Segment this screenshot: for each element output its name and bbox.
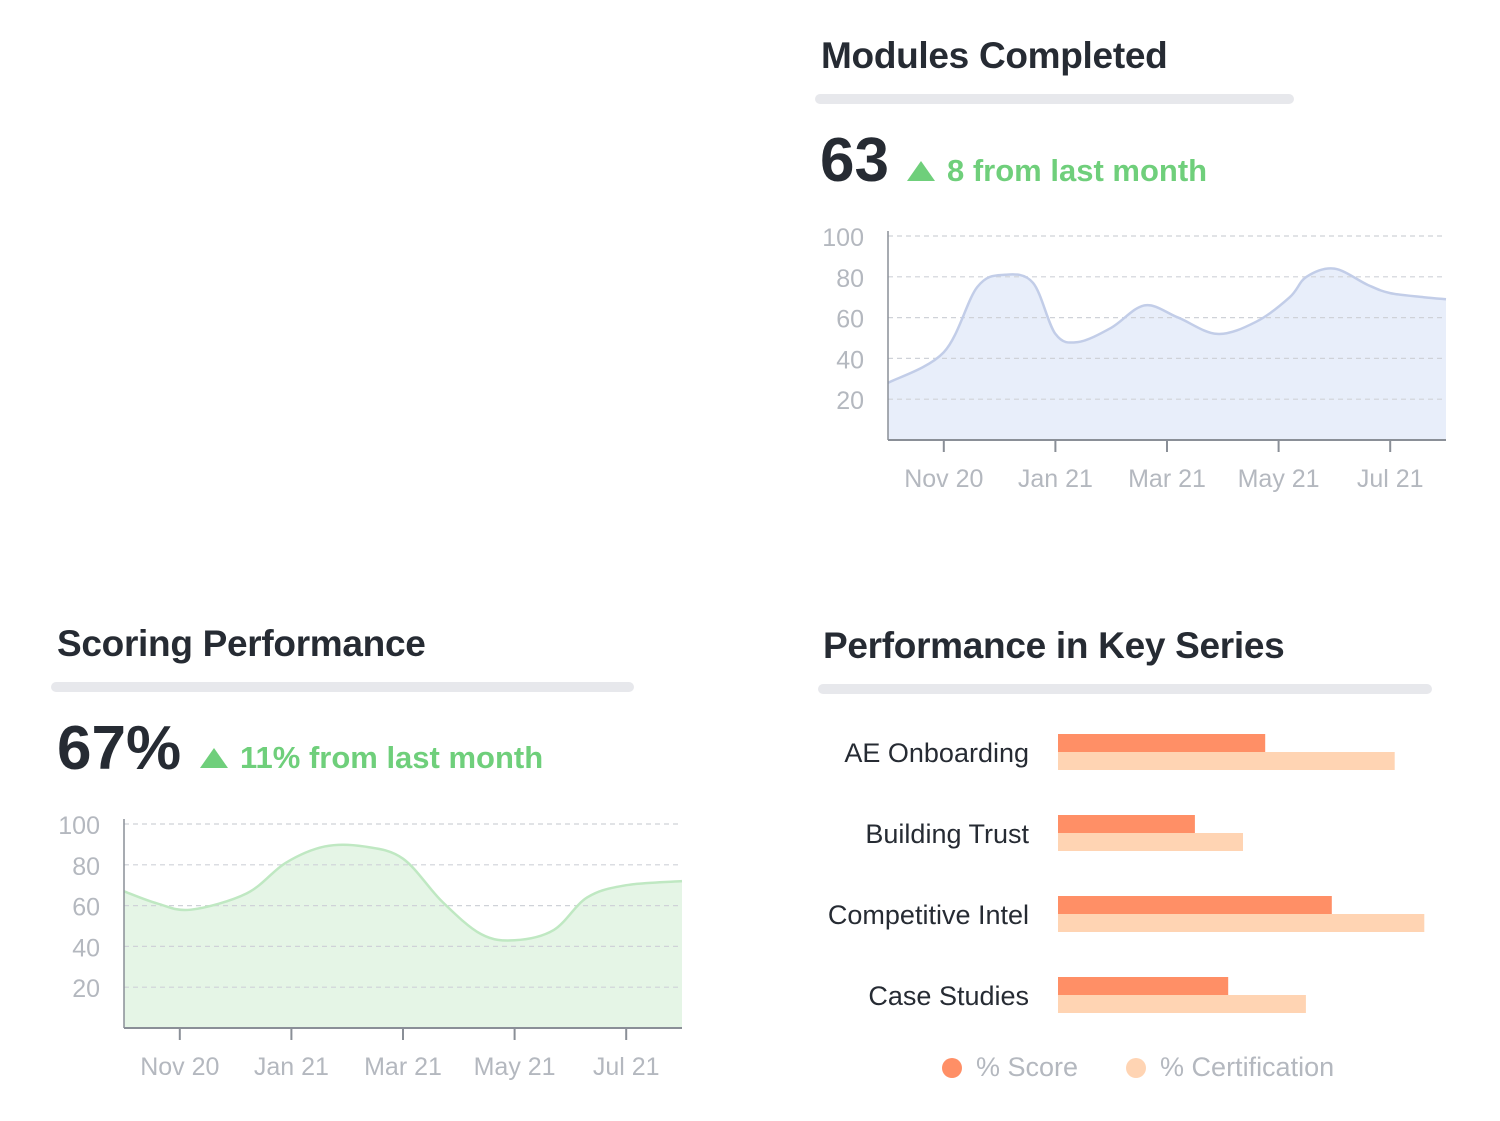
y-tick-label: 100 xyxy=(58,812,100,840)
modules-title: Modules Completed xyxy=(821,35,1168,76)
scoring-kpi-value: 67% xyxy=(57,714,182,783)
bar-certification xyxy=(1058,914,1425,932)
x-tick-label: Jan 21 xyxy=(1018,465,1093,493)
category-label: Case Studies xyxy=(868,981,1029,1011)
certification-dot-icon xyxy=(1126,1057,1147,1078)
y-tick-label: 40 xyxy=(836,346,864,374)
y-tick-label: 80 xyxy=(836,265,864,293)
series-line xyxy=(887,267,1447,384)
modules-area-chart: 20 40 60 80 100 Nov 20 Jan 21 Mar 21 May 21 Jul 2… xyxy=(822,224,1447,493)
x-tick-label: Jul 21 xyxy=(1357,465,1424,493)
key-series-divider xyxy=(818,684,1432,694)
modules-kpi-value: 63 xyxy=(820,126,889,195)
category-label: AE Onboarding xyxy=(844,738,1029,768)
area-fill xyxy=(888,268,1446,440)
key-series-title: Performance in Key Series xyxy=(823,625,1285,666)
bar-score xyxy=(1058,815,1195,833)
triangle-up-icon xyxy=(200,747,228,768)
legend-item-certification: % Certification xyxy=(1126,1052,1334,1083)
scoring-divider xyxy=(51,682,634,692)
bar-score xyxy=(1058,896,1332,914)
bar-certification xyxy=(1058,752,1395,770)
bar-score xyxy=(1058,977,1229,995)
modules-delta-text: 8 from last month xyxy=(947,153,1208,188)
legend-label-score: % Score xyxy=(976,1052,1079,1082)
x-tick-label: Mar 21 xyxy=(364,1053,442,1081)
scoring-area-chart: 20 40 60 80 100 Nov 20 Jan 21 Mar 21 May 21 Jul 2… xyxy=(58,812,683,1081)
scoring-kpi-delta: 11% from last month xyxy=(200,742,543,773)
x-tick-label: May 21 xyxy=(474,1053,556,1081)
y-tick-label: 80 xyxy=(72,853,100,881)
y-tick-label: 60 xyxy=(836,306,864,334)
y-tick-label: 40 xyxy=(72,934,100,962)
x-tick-label: Nov 20 xyxy=(140,1053,219,1081)
legend-label-certification: % Certification xyxy=(1160,1052,1335,1082)
modules-divider xyxy=(815,94,1294,104)
bar-certification xyxy=(1058,995,1306,1013)
y-tick-label: 60 xyxy=(72,894,100,922)
area-fill xyxy=(124,844,682,1028)
modules-kpi-delta: 8 from last month xyxy=(907,155,1207,186)
triangle-up-icon xyxy=(907,160,935,181)
key-series-legend: % Score % Certification xyxy=(942,1052,1334,1083)
scoring-title: Scoring Performance xyxy=(57,623,426,664)
x-tick-label: Mar 21 xyxy=(1128,465,1206,493)
bar-score xyxy=(1058,734,1266,752)
x-tick-label: May 21 xyxy=(1238,465,1320,493)
category-label: Building Trust xyxy=(865,819,1029,849)
y-tick-label: 100 xyxy=(822,224,864,252)
x-tick-label: Jan 21 xyxy=(254,1053,329,1081)
category-label: Competitive Intel xyxy=(828,900,1029,930)
y-tick-label: 20 xyxy=(72,975,100,1003)
x-tick-label: Nov 20 xyxy=(904,465,983,493)
y-tick-label: 20 xyxy=(836,387,864,415)
key-series-bar-chart: AE Onboarding Building Trust Competitive I… xyxy=(828,734,1425,1013)
series-line xyxy=(123,843,683,942)
score-dot-icon xyxy=(942,1057,962,1078)
legend-item-score: % Score xyxy=(942,1052,1078,1083)
bar-certification xyxy=(1058,833,1243,851)
scoring-delta-text: 11% from last month xyxy=(240,740,544,775)
x-tick-label: Jul 21 xyxy=(593,1053,660,1081)
